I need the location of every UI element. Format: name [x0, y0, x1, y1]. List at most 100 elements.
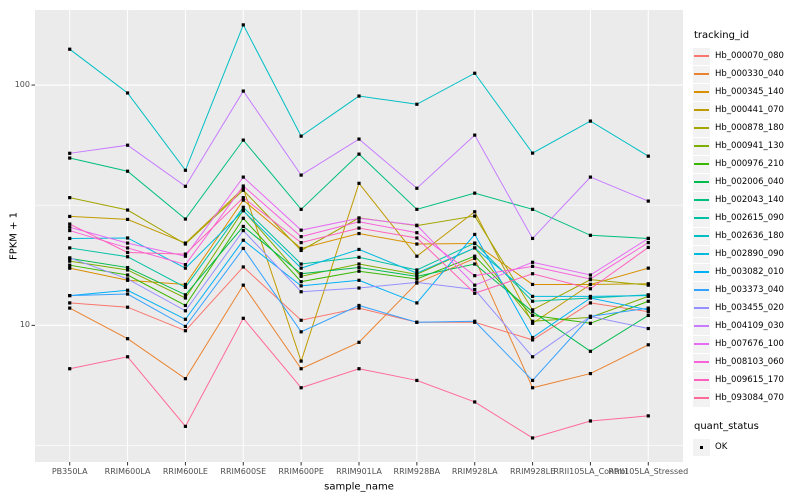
data-point — [530, 260, 535, 264]
legend-key — [693, 65, 710, 83]
data-point — [299, 262, 303, 266]
data-point — [357, 306, 361, 310]
data-point — [415, 320, 419, 324]
data-point — [415, 301, 419, 305]
legend-entry-label: Hb_007676_100 — [715, 339, 784, 349]
data-point — [68, 301, 72, 305]
data-point — [646, 414, 650, 418]
data-point — [68, 259, 72, 263]
legend-key — [693, 137, 710, 155]
legend-key — [693, 119, 710, 137]
data-point — [125, 246, 130, 250]
data-point — [357, 137, 361, 141]
data-point — [357, 278, 361, 282]
data-point — [241, 265, 245, 269]
legend-color-line — [694, 127, 709, 129]
legend-entry: Hb_002615_090 — [693, 209, 799, 227]
legend-color-line — [694, 361, 709, 363]
data-point — [241, 175, 245, 179]
data-point — [68, 196, 72, 200]
data-point — [357, 286, 361, 290]
data-point — [241, 23, 245, 27]
data-point — [357, 181, 361, 185]
legend-color-line — [694, 253, 709, 255]
legend-entry-label: Hb_000976_210 — [715, 159, 784, 169]
data-point — [125, 305, 130, 309]
data-point — [68, 236, 72, 241]
data-point — [68, 151, 72, 155]
data-point — [530, 319, 535, 323]
data-point — [183, 168, 188, 172]
data-point — [588, 175, 593, 179]
data-point — [299, 246, 303, 251]
data-point — [241, 209, 245, 213]
data-point — [357, 152, 361, 156]
data-point — [646, 299, 650, 303]
data-point — [299, 134, 303, 138]
data-point — [68, 47, 72, 51]
data-point — [241, 205, 245, 209]
data-point — [241, 198, 245, 202]
legend-entry: Hb_093084_070 — [693, 389, 799, 407]
data-point — [241, 228, 245, 233]
legend-entry: Hb_003373_040 — [693, 281, 799, 299]
legend-entry: Hb_000878_180 — [693, 119, 799, 137]
data-point — [68, 293, 72, 298]
data-point — [68, 246, 72, 250]
data-point — [530, 355, 535, 359]
data-point — [473, 319, 477, 323]
data-point — [68, 266, 72, 270]
data-point — [473, 287, 477, 292]
data-point — [530, 436, 535, 440]
legend-color-line — [694, 289, 709, 291]
legend-entry-label: Hb_000441_070 — [715, 105, 784, 115]
legend-entry: Hb_003082_010 — [693, 263, 799, 281]
data-point — [125, 288, 130, 292]
data-point — [646, 245, 650, 250]
data-point — [299, 235, 303, 239]
data-point — [588, 287, 593, 291]
data-point — [357, 216, 361, 220]
data-point — [588, 349, 593, 353]
data-point — [530, 335, 535, 340]
data-point — [183, 254, 188, 258]
data-point — [125, 265, 130, 270]
legend-key — [693, 389, 710, 407]
data-point — [299, 330, 303, 334]
data-point — [646, 199, 650, 203]
data-point — [588, 233, 593, 237]
data-point — [588, 314, 593, 318]
data-point — [473, 256, 477, 260]
data-point — [183, 293, 188, 297]
data-point — [183, 424, 188, 428]
legend-title: tracking_id — [694, 30, 750, 41]
legend-entry-label: Hb_009615_170 — [715, 375, 784, 385]
quant-status-legend: quant_status OK — [693, 421, 799, 456]
data-point — [125, 337, 130, 341]
legend-entry: Hb_000941_130 — [693, 137, 799, 155]
x-tick-label: RRIM928BA — [393, 467, 441, 476]
data-point — [530, 378, 535, 383]
data-point — [646, 308, 650, 312]
data-point — [68, 367, 72, 371]
legend-entries: Hb_000070_080 Hb_000330_040 Hb_000345_140 H… — [693, 47, 799, 407]
data-point — [241, 89, 245, 93]
legend-color-line — [694, 235, 709, 237]
data-point — [125, 217, 130, 222]
legend-entry: Hb_009615_170 — [693, 371, 799, 389]
data-point — [415, 223, 419, 227]
data-point — [125, 255, 130, 259]
x-tick-label: RRIM600SE — [220, 467, 267, 476]
data-point — [415, 207, 419, 211]
legend-entry-label: Hb_002006_040 — [715, 177, 784, 187]
legend-key — [693, 353, 710, 371]
data-point — [183, 282, 188, 287]
legend-entry-label: Hb_000070_080 — [715, 51, 784, 61]
data-point — [415, 271, 419, 275]
data-point — [415, 277, 419, 281]
legend-key — [693, 335, 710, 353]
data-point — [357, 262, 361, 266]
data-point — [473, 241, 477, 245]
data-point — [299, 241, 303, 245]
data-point — [588, 119, 593, 123]
